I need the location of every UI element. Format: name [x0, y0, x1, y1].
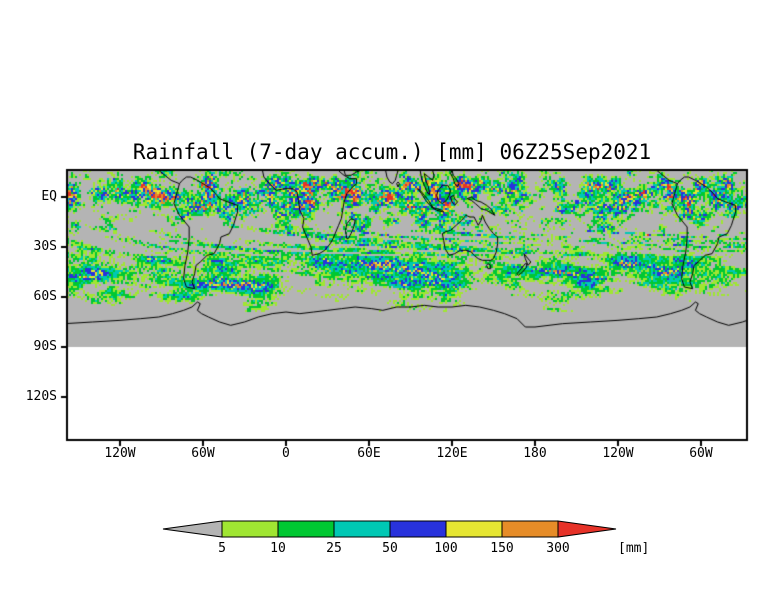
colorbar-level-label-5: 150	[490, 541, 514, 556]
colorbar-segment-0	[221, 520, 279, 538]
colorbar-segment-3	[389, 520, 447, 538]
colorbar-level-label-1: 10	[270, 541, 286, 556]
colorbar	[160, 518, 640, 542]
colorbar-below-arrow	[162, 520, 223, 538]
y-tick-label-1: 30S	[33, 239, 57, 254]
y-tick-label-2: 60S	[33, 289, 57, 304]
colorbar-segment-4	[445, 520, 503, 538]
x-tick-label-2: 0	[282, 446, 290, 461]
colorbar-level-label-4: 100	[434, 541, 458, 556]
figure-title: Rainfall (7-day accum.) [mm] 06Z25Sep202…	[132, 140, 652, 164]
x-tick-label-1: 60W	[191, 446, 215, 461]
x-tick-label-5: 180	[523, 446, 547, 461]
x-tick-label-4: 120E	[436, 446, 468, 461]
colorbar-level-label-0: 5	[218, 541, 226, 556]
colorbar-above-arrow	[557, 520, 617, 538]
colorbar-level-label-2: 25	[326, 541, 342, 556]
colorbar-segment-5	[501, 520, 559, 538]
colorbar-svg	[162, 520, 617, 538]
colorbar-level-label-6: 300	[546, 541, 570, 556]
y-tick-label-3: 90S	[33, 339, 57, 354]
colorbar-segment-2	[333, 520, 391, 538]
colorbar-level-label-3: 50	[382, 541, 398, 556]
x-tick-label-7: 60W	[689, 446, 713, 461]
y-tick-label-4: 120S	[25, 389, 57, 404]
x-tick-label-3: 60E	[357, 446, 381, 461]
x-tick-label-6: 120W	[602, 446, 634, 461]
colorbar-unit-label: [mm]	[618, 541, 650, 556]
colorbar-segment-1	[277, 520, 335, 538]
x-tick-label-0: 120W	[104, 446, 136, 461]
y-tick-label-0: EQ	[41, 189, 57, 204]
